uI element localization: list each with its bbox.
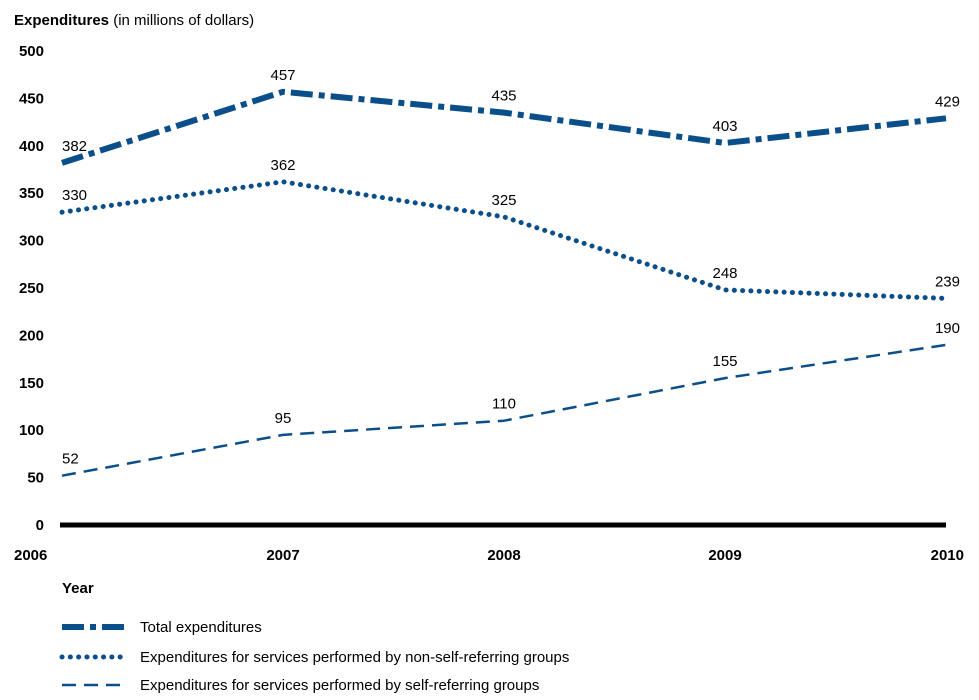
y-tick-label: 350 <box>19 185 44 202</box>
y-tick-label: 500 <box>19 43 44 60</box>
data-label: 248 <box>712 265 737 282</box>
data-label: 330 <box>62 187 87 204</box>
legend-label: Expenditures for services performed by n… <box>140 649 569 666</box>
data-label: 325 <box>491 192 516 209</box>
data-label: 52 <box>62 451 79 468</box>
x-axis-label: Year <box>62 580 94 597</box>
data-label: 110 <box>492 396 516 413</box>
chart-title-bold: Expenditures <box>14 12 109 29</box>
legend-label: Expenditures for services performed by s… <box>140 677 539 694</box>
data-label: 362 <box>270 157 295 174</box>
x-tick-label: 2008 <box>487 547 520 564</box>
y-tick-label: 100 <box>19 422 44 439</box>
y-tick-label: 0 <box>36 517 44 534</box>
legend-label: Total expenditures <box>140 619 262 636</box>
data-label: 382 <box>62 138 87 155</box>
series-lines <box>59 88 949 477</box>
y-tick-label: 300 <box>19 233 44 250</box>
y-tick-label: 150 <box>19 375 44 392</box>
x-tick-label: 2010 <box>931 547 964 564</box>
data-label: 190 <box>935 320 960 337</box>
data-label: 435 <box>491 88 516 105</box>
y-axis-ticks: 0 50 100 150 200 250 300 350 400 450 500 <box>19 43 44 534</box>
legend: Total expenditures Expenditures for servi… <box>59 619 569 694</box>
series-line <box>59 179 949 301</box>
chart-title-rest: (in millions of dollars) <box>109 12 254 29</box>
x-tick-label: 2006 <box>14 547 47 564</box>
chart-title: Expenditures (in millions of dollars) <box>14 12 254 29</box>
data-label: 239 <box>935 273 960 290</box>
data-label: 95 <box>275 410 292 427</box>
x-axis-ticks: 2006 2007 2008 2009 2010 <box>14 547 964 564</box>
y-tick-label: 400 <box>19 138 44 155</box>
series-line <box>61 88 947 166</box>
y-tick-label: 250 <box>19 280 44 297</box>
data-label: 429 <box>935 93 960 110</box>
data-labels: 382 457 435 403 429 330 362 325 248 239 52 95 110 155… <box>62 67 960 468</box>
series-line <box>61 343 947 477</box>
y-tick-label: 50 <box>27 470 44 487</box>
data-label: 155 <box>712 353 737 370</box>
x-tick-label: 2009 <box>708 547 741 564</box>
x-tick-label: 2007 <box>266 547 299 564</box>
y-tick-label: 200 <box>19 327 44 344</box>
data-label: 457 <box>270 67 295 84</box>
y-tick-label: 450 <box>19 90 44 107</box>
data-label: 403 <box>712 118 737 135</box>
